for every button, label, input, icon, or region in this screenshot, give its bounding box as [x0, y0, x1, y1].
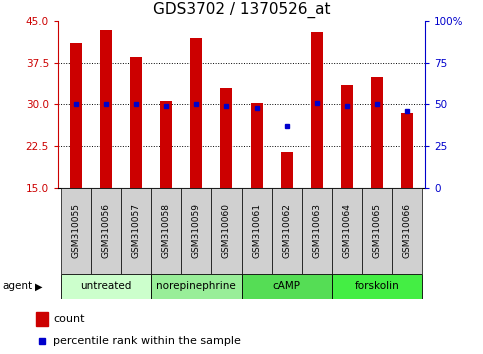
Bar	[100, 30, 112, 188]
Bar	[181, 188, 212, 274]
Bar	[151, 274, 242, 299]
Bar	[392, 188, 422, 274]
Text: GSM310057: GSM310057	[132, 204, 141, 258]
Bar	[151, 188, 181, 274]
Bar	[36, 312, 48, 326]
Bar	[61, 274, 151, 299]
Text: GSM310065: GSM310065	[372, 204, 382, 258]
Title: GDS3702 / 1370526_at: GDS3702 / 1370526_at	[153, 2, 330, 18]
Text: ▶: ▶	[35, 281, 43, 291]
Text: GSM310060: GSM310060	[222, 204, 231, 258]
Bar	[281, 152, 293, 188]
Bar	[61, 188, 91, 274]
Bar	[332, 188, 362, 274]
Text: cAMP: cAMP	[272, 281, 300, 291]
Bar	[160, 101, 172, 188]
Bar	[212, 188, 242, 274]
Text: forskolin: forskolin	[355, 281, 399, 291]
Bar	[401, 113, 413, 188]
Bar	[121, 188, 151, 274]
Bar	[242, 274, 332, 299]
Text: norepinephrine: norepinephrine	[156, 281, 236, 291]
Text: untreated: untreated	[80, 281, 132, 291]
Text: GSM310055: GSM310055	[71, 204, 81, 258]
Text: percentile rank within the sample: percentile rank within the sample	[53, 336, 241, 346]
Bar	[311, 32, 323, 188]
Bar	[341, 85, 353, 188]
Bar	[251, 103, 263, 188]
Text: GSM310061: GSM310061	[252, 204, 261, 258]
Bar	[371, 77, 383, 188]
Bar	[242, 188, 271, 274]
Text: GSM310063: GSM310063	[312, 204, 321, 258]
Text: agent: agent	[2, 281, 32, 291]
Bar	[362, 188, 392, 274]
Text: GSM310058: GSM310058	[162, 204, 171, 258]
Bar	[302, 188, 332, 274]
Bar	[130, 57, 142, 188]
Text: GSM310059: GSM310059	[192, 204, 201, 258]
Text: count: count	[53, 314, 85, 324]
Bar	[91, 188, 121, 274]
Bar	[220, 88, 232, 188]
Text: GSM310056: GSM310056	[101, 204, 111, 258]
Bar	[190, 38, 202, 188]
Text: GSM310066: GSM310066	[402, 204, 412, 258]
Bar	[70, 44, 82, 188]
Bar	[332, 274, 422, 299]
Bar	[271, 188, 302, 274]
Text: GSM310064: GSM310064	[342, 204, 351, 258]
Text: GSM310062: GSM310062	[282, 204, 291, 258]
